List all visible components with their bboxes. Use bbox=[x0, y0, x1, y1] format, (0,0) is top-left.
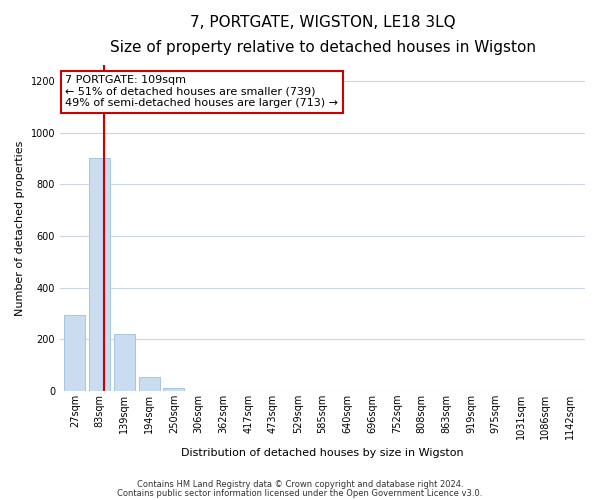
Y-axis label: Number of detached properties: Number of detached properties bbox=[15, 140, 25, 316]
Bar bbox=[163, 388, 184, 391]
X-axis label: Distribution of detached houses by size in Wigston: Distribution of detached houses by size … bbox=[181, 448, 464, 458]
Bar bbox=[89, 158, 110, 391]
Bar bbox=[139, 377, 160, 391]
Title: 7, PORTGATE, WIGSTON, LE18 3LQ
Size of property relative to detached houses in W: 7, PORTGATE, WIGSTON, LE18 3LQ Size of p… bbox=[110, 15, 536, 54]
Bar bbox=[64, 315, 85, 391]
Bar bbox=[114, 334, 135, 391]
Text: Contains public sector information licensed under the Open Government Licence v3: Contains public sector information licen… bbox=[118, 488, 482, 498]
Text: 7 PORTGATE: 109sqm
← 51% of detached houses are smaller (739)
49% of semi-detach: 7 PORTGATE: 109sqm ← 51% of detached hou… bbox=[65, 76, 338, 108]
Text: Contains HM Land Registry data © Crown copyright and database right 2024.: Contains HM Land Registry data © Crown c… bbox=[137, 480, 463, 489]
